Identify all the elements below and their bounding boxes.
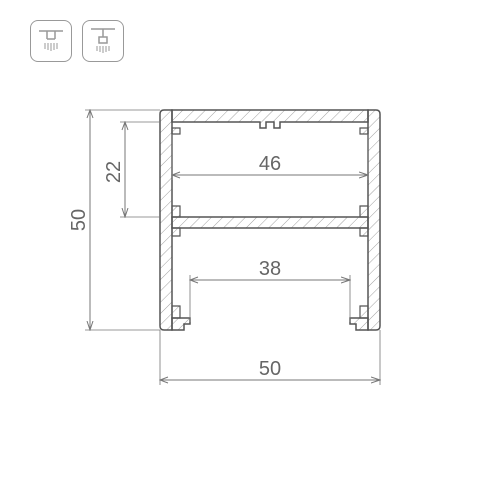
dim-inner-bottom-value: 38 bbox=[259, 258, 281, 280]
dim-inner-top-value: 46 bbox=[259, 153, 281, 175]
profile-section bbox=[160, 110, 380, 330]
mounting-icons-row bbox=[30, 20, 124, 62]
dim-width-bottom: 50 bbox=[160, 330, 380, 385]
dim-height-left-value: 50 bbox=[70, 209, 90, 231]
dim-inner-top: 46 bbox=[172, 134, 368, 180]
dim-upper-height: 22 bbox=[103, 122, 160, 217]
dim-upper-height-value: 22 bbox=[103, 161, 125, 183]
dim-width-bottom-value: 50 bbox=[259, 358, 281, 380]
dim-height-left: 50 bbox=[70, 110, 160, 330]
ceiling-pendant-icon bbox=[82, 20, 124, 62]
ceiling-recessed-icon bbox=[30, 20, 72, 62]
dim-inner-bottom: 38 bbox=[190, 258, 350, 322]
technical-drawing: 46 38 50 50 22 bbox=[70, 90, 470, 470]
